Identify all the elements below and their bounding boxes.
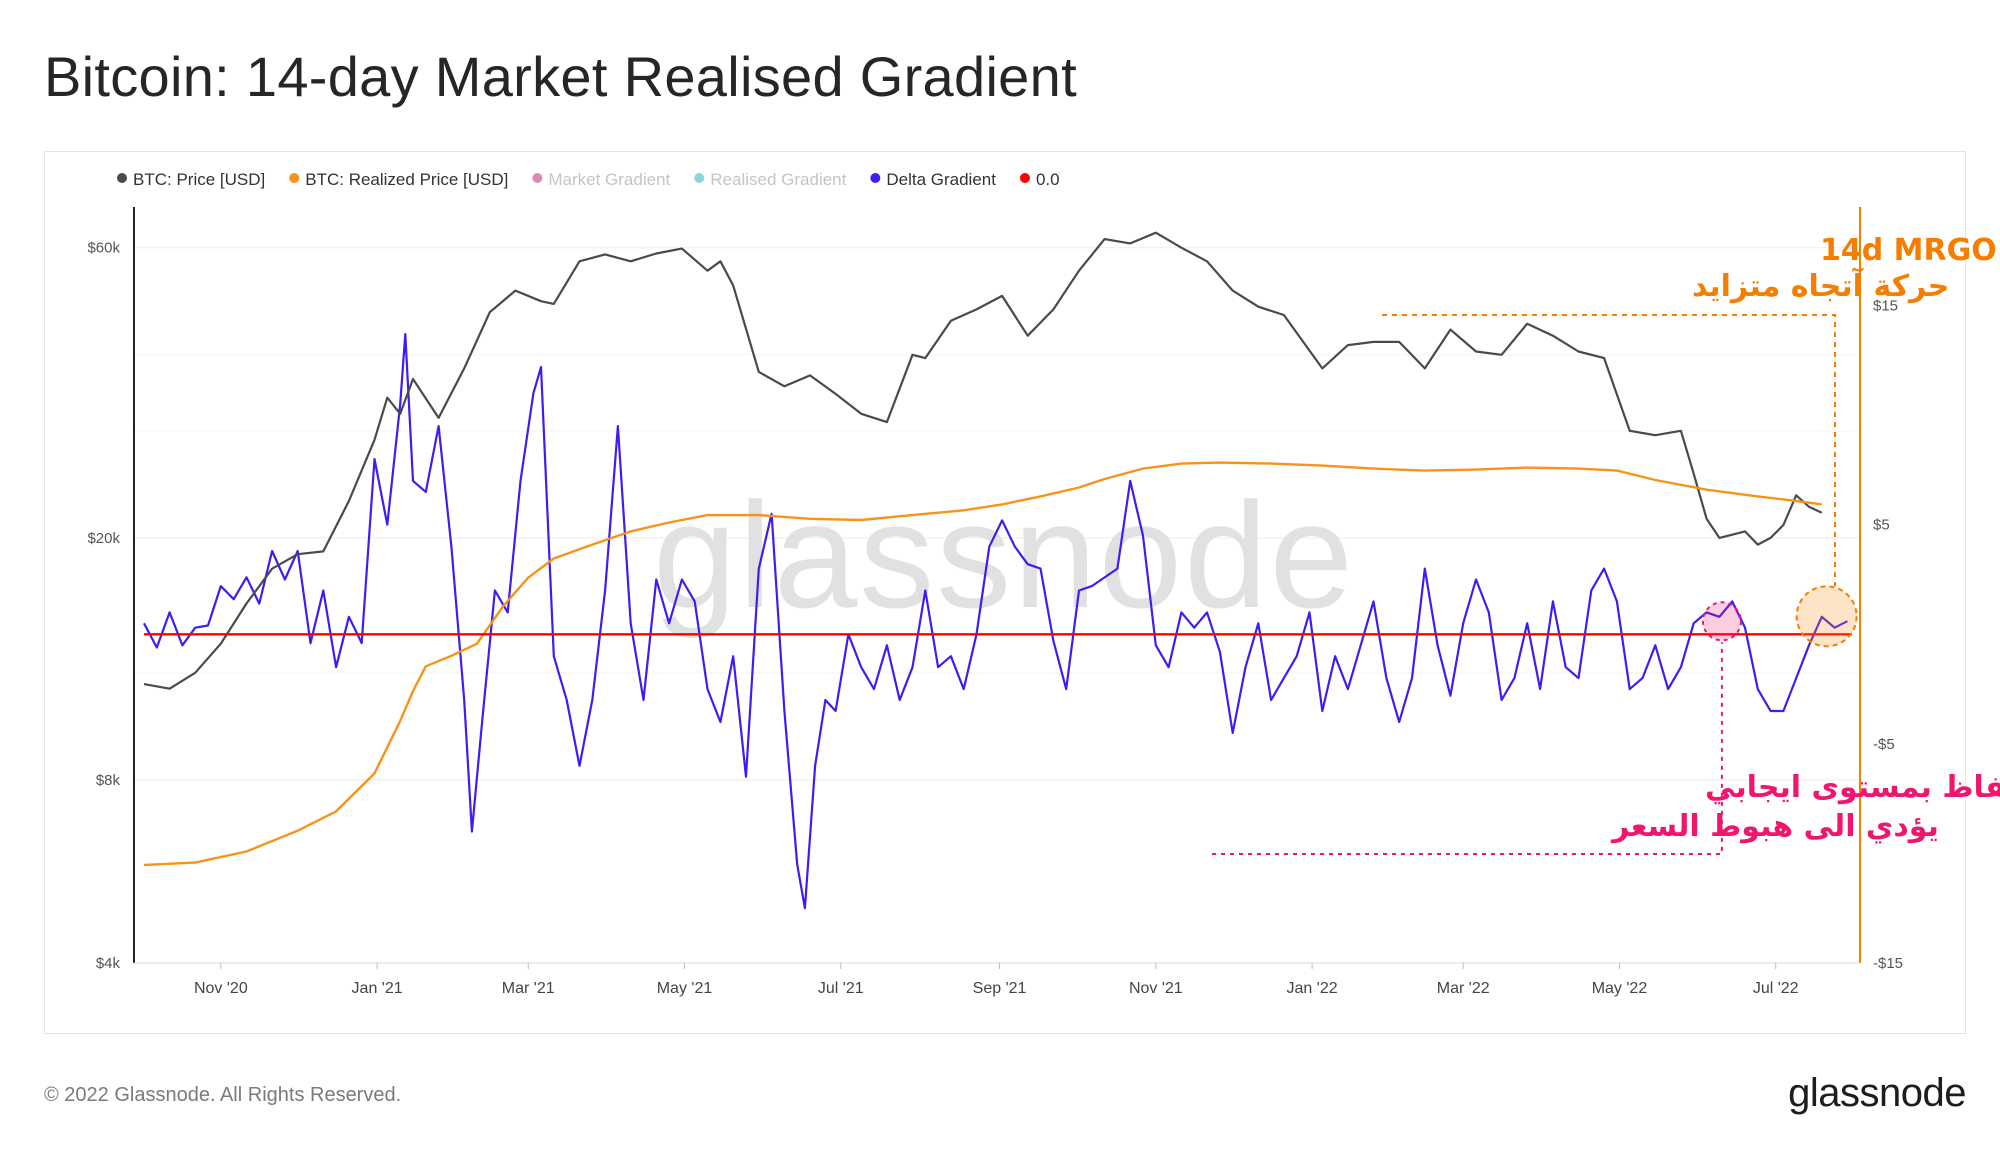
x-tick-3: May '21: [657, 980, 713, 997]
orange-highlight-circle: [1795, 585, 1858, 648]
y-right-tick-1: $5: [1873, 517, 1890, 534]
legend-label-5: 0.0: [1036, 170, 1060, 189]
y-left-tick-0: $4k: [96, 955, 121, 972]
axes: $4k $8k $20k $60k $15 $5 -$5 -$15 Nov '20 Jan '21…: [87, 207, 1903, 997]
x-tick-9: May '22: [1592, 980, 1648, 997]
page-title: Bitcoin: 14-day Market Realised Gradient: [44, 45, 1077, 108]
legend-dot-5: [1019, 173, 1030, 183]
pink-highlight-circle: [1701, 601, 1742, 642]
y-right-tick-2: -$5: [1873, 736, 1895, 753]
x-tick-0: Nov '20: [194, 980, 248, 997]
realized-price-line: [143, 461, 1822, 867]
btc-price-line: [143, 231, 1823, 690]
series: [143, 231, 1852, 910]
legend-label-2: Market Gradient: [548, 170, 670, 189]
legend-dot-2: [532, 173, 543, 183]
watermark: glassnode: [653, 471, 1355, 639]
legend-dot-0: [117, 173, 127, 183]
chart-frame: [44, 151, 1966, 1034]
x-tick-4: Jul '21: [818, 980, 864, 997]
y-left-tick-3: $60k: [87, 240, 120, 257]
legend-label-1: BTC: Realized Price [USD]: [305, 170, 508, 189]
legend-label-0: BTC: Price [USD]: [133, 170, 265, 189]
x-tick-2: Mar '21: [502, 980, 555, 997]
pink-leader-line: [1212, 642, 1723, 855]
pink-annotation-line1: الفشل في الاحتفاظ بمستوى ايجابي: [1705, 770, 2000, 805]
x-tick-6: Nov '21: [1129, 980, 1183, 997]
orange-annotation-line1: الصعود الايجابي حسب 14d MRGO: [1820, 233, 2000, 268]
y-right-tick-0: $15: [1873, 298, 1898, 315]
glassnode-logo[interactable]: glassnode: [1788, 1071, 1966, 1115]
legend: BTC: Price [USD] BTC: Realized Price [USD…: [117, 170, 1060, 189]
x-tick-10: Jul '22: [1753, 980, 1799, 997]
x-tick-5: Sep '21: [973, 980, 1027, 997]
copyright-text: © 2022 Glassnode. All Rights Reserved.: [44, 1084, 402, 1106]
y-left-tick-2: $20k: [87, 530, 120, 547]
y-right-tick-3: -$15: [1873, 955, 1903, 972]
legend-dot-4: [870, 173, 881, 183]
x-tick-8: Mar '22: [1437, 980, 1490, 997]
orange-annotation-line2: حركة آتجاه متزايد: [1692, 267, 1949, 304]
legend-dot-3: [694, 173, 705, 183]
legend-dot-1: [289, 173, 300, 183]
legend-label-4: Delta Gradient: [886, 170, 996, 189]
legend-label-3: Realised Gradient: [710, 170, 846, 189]
pink-annotation-line2: يؤدي الى هبوط السعر: [1610, 809, 1939, 844]
x-tick-7: Jan '22: [1287, 980, 1338, 997]
y-left-tick-1: $8k: [96, 772, 121, 789]
orange-leader-line: [1382, 314, 1836, 587]
x-tick-1: Jan '21: [352, 980, 403, 997]
